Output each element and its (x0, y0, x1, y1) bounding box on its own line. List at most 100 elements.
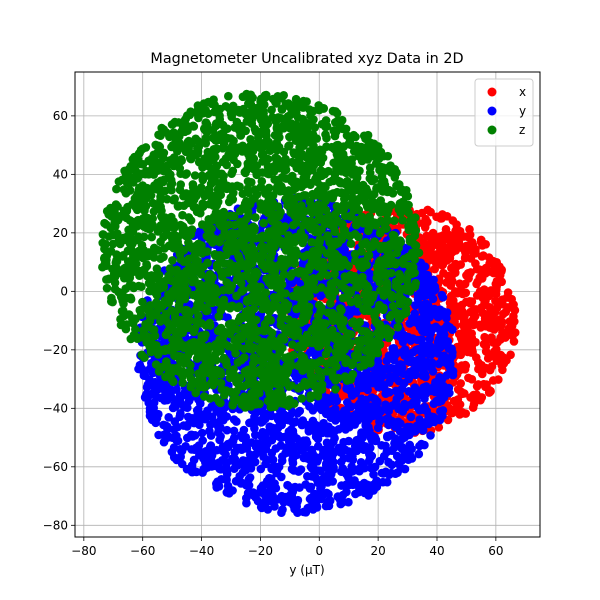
data-point (463, 346, 473, 356)
data-point (418, 325, 427, 334)
data-point (216, 465, 226, 474)
data-point (326, 407, 336, 416)
data-point (215, 435, 224, 445)
data-point (377, 441, 386, 450)
data-point (457, 300, 467, 310)
data-point (307, 445, 317, 455)
data-point (207, 402, 217, 411)
data-point (230, 464, 239, 474)
data-point (303, 472, 312, 481)
data-point (380, 468, 389, 478)
data-point (433, 240, 443, 250)
data-point (437, 290, 447, 300)
data-point (147, 232, 156, 242)
data-point (440, 388, 450, 398)
data-point (385, 431, 395, 440)
data-point (458, 307, 467, 316)
data-point (443, 338, 452, 347)
data-point (391, 349, 400, 359)
data-point (219, 295, 229, 305)
data-point (266, 474, 276, 484)
data-point (260, 501, 270, 511)
data-point (347, 467, 357, 476)
data-point (442, 308, 452, 317)
data-point (217, 475, 226, 484)
data-point (143, 380, 153, 389)
data-point (421, 341, 431, 350)
data-point (224, 91, 233, 101)
data-point (498, 295, 507, 305)
data-point (360, 430, 369, 440)
data-point (172, 455, 181, 465)
data-point (492, 303, 502, 313)
data-point (428, 294, 438, 304)
data-point (463, 269, 473, 278)
data-point (489, 316, 499, 326)
data-point (230, 454, 240, 464)
data-point (388, 401, 397, 411)
data-point (451, 404, 460, 413)
data-point (258, 417, 268, 426)
data-point (287, 464, 297, 474)
data-point (290, 482, 300, 492)
data-point (430, 264, 440, 274)
data-point (494, 375, 503, 384)
data-point (481, 296, 490, 306)
data-point (417, 335, 426, 344)
data-point (163, 422, 172, 432)
data-point (222, 488, 232, 497)
data-point (164, 413, 173, 422)
data-point (400, 433, 410, 442)
data-point (408, 313, 417, 323)
data-point (466, 299, 475, 308)
data-point (464, 332, 474, 341)
data-point (503, 288, 513, 297)
data-point (336, 448, 346, 457)
data-point (322, 488, 332, 498)
data-point (503, 330, 512, 339)
data-point (338, 490, 348, 500)
data-point (447, 344, 456, 354)
data-point (337, 481, 346, 490)
data-point (466, 254, 476, 263)
data-point (263, 439, 272, 449)
data-point (315, 399, 324, 409)
data-point (216, 306, 226, 315)
data-point (145, 404, 155, 413)
data-point (415, 405, 424, 415)
data-point (385, 388, 394, 397)
data-point (237, 478, 247, 488)
data-point (366, 450, 375, 460)
data-point (158, 393, 167, 403)
data-point (426, 431, 435, 440)
data-point (284, 400, 294, 410)
data-point (324, 454, 334, 463)
data-point (198, 436, 207, 445)
data-point (501, 307, 511, 317)
data-point (426, 329, 435, 339)
data-point (459, 316, 469, 326)
data-point (373, 423, 383, 433)
data-point (473, 277, 482, 287)
data-point (394, 361, 404, 371)
data-point (254, 439, 264, 449)
data-point (205, 426, 214, 436)
data-point (396, 419, 405, 428)
data-point (232, 417, 241, 426)
data-point (259, 452, 268, 462)
data-point (395, 332, 405, 341)
data-point (249, 420, 259, 429)
data-point (444, 361, 454, 371)
data-point (329, 437, 338, 447)
data-point (495, 271, 505, 280)
data-point (466, 307, 475, 317)
data-point (359, 460, 368, 469)
data-point (218, 446, 227, 456)
data-point (277, 456, 287, 466)
data-point (387, 468, 396, 478)
data-point (475, 320, 485, 330)
data-point (166, 388, 175, 398)
data-point (428, 367, 438, 376)
data-point (317, 476, 327, 485)
